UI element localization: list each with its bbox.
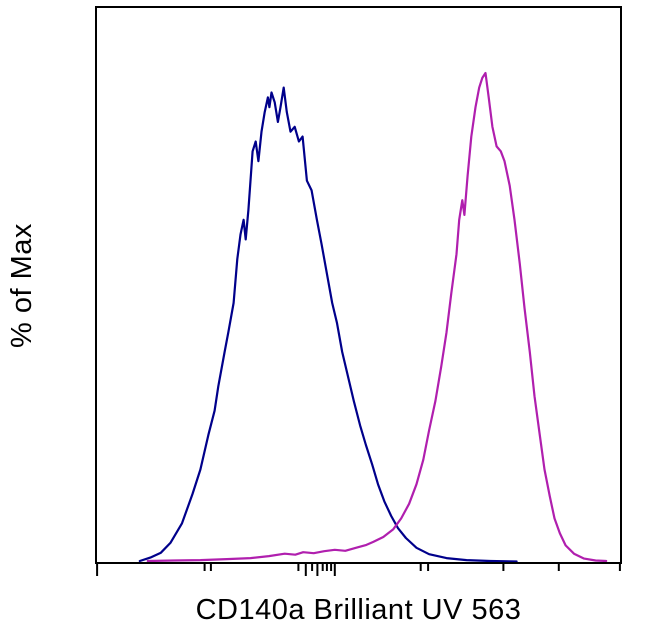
- histogram-plot: [95, 6, 622, 576]
- y-axis-label-wrap: % of Max: [0, 6, 54, 564]
- curve-negative-control-blue: [138, 86, 518, 563]
- curve-stained-magenta: [146, 71, 608, 563]
- y-axis-label: % of Max: [5, 222, 38, 348]
- x-axis-label: CD140a Brilliant UV 563: [195, 594, 522, 626]
- plot-frame: [95, 6, 622, 564]
